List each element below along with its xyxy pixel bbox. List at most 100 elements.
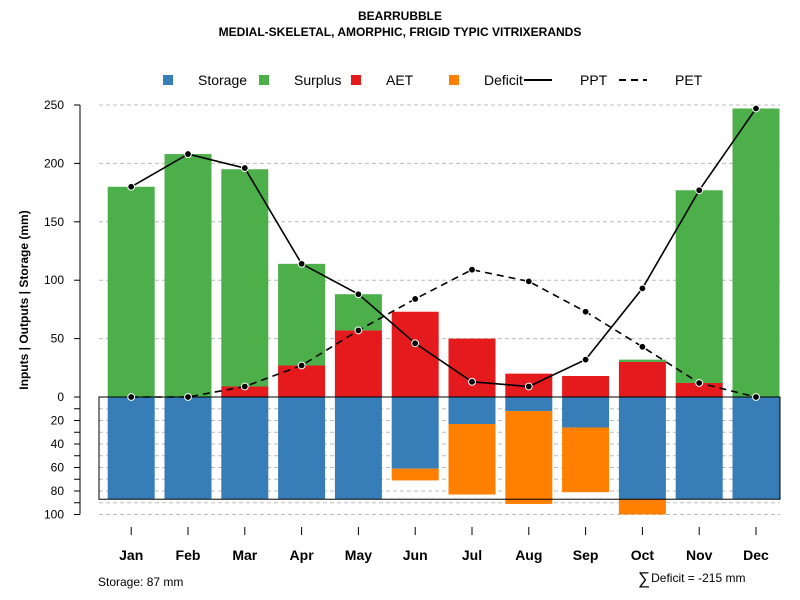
pet-point-jun: [411, 294, 420, 303]
deficit-total: Deficit = -215 mm: [651, 571, 746, 585]
y-tick-label-bottom-20: 20: [51, 414, 65, 428]
bar-storage-apr: [278, 397, 326, 500]
y-tick-label-top-100: 100: [44, 273, 64, 287]
ppt-point-jan: [127, 182, 136, 191]
bar-surplus-dec: [732, 108, 780, 397]
pet-line: [131, 268, 757, 398]
x-tick-label-sep: Sep: [573, 547, 599, 563]
bar-storage-oct: [618, 397, 666, 500]
bar-aet-jul: [448, 338, 496, 397]
x-tick-label-jul: Jul: [462, 547, 482, 563]
pet-point-oct: [638, 342, 647, 351]
legend-swatch-storage: [163, 75, 173, 85]
ppt-point-nov: [695, 186, 704, 195]
y-tick-label-top-0: 0: [57, 390, 64, 404]
bar-storage-may: [334, 397, 382, 500]
chart-subtitle: MEDIAL-SKELETAL, AMORPHIC, FRIGID TYPIC …: [218, 25, 582, 39]
ppt-point-may: [354, 290, 363, 299]
y-tick-label-top-50: 50: [51, 332, 65, 346]
y-tick-label-top-250: 250: [44, 98, 64, 112]
ppt-point-jul: [468, 377, 476, 386]
bar-surplus-may: [334, 294, 382, 331]
y-axis-label: Inputs | Outputs | Storage (mm): [17, 210, 31, 389]
bar-storage-sep: [562, 397, 610, 428]
legend: Storage Surplus AET Deficit PPT PET: [163, 72, 703, 88]
legend-swatch-deficit: [449, 75, 459, 85]
pet-point-sep: [581, 307, 590, 316]
y-tick-label-top-200: 200: [44, 156, 64, 170]
bar-deficit-aug: [505, 411, 553, 504]
legend-label-pet: PET: [675, 72, 703, 88]
ppt-point-jun: [411, 339, 420, 348]
sum-symbol: ∑: [638, 569, 651, 588]
bar-deficit-jun: [391, 468, 439, 481]
ppt-point-sep: [581, 355, 590, 364]
legend-label-storage: Storage: [198, 72, 247, 88]
bar-storage-nov: [675, 397, 723, 500]
bar-aet-sep: [562, 375, 610, 397]
bar-storage-mar: [221, 397, 269, 500]
pet-point-jan: [127, 393, 136, 401]
legend-label-surplus: Surplus: [294, 72, 341, 88]
ppt-point-oct: [638, 284, 647, 293]
x-tick-label-dec: Dec: [743, 547, 769, 563]
pet-point-jul: [468, 265, 476, 274]
storage-footer: Storage: 87 mm: [98, 575, 184, 589]
pet-point-apr: [297, 361, 306, 370]
bars: [107, 108, 780, 515]
pet-point-may: [354, 326, 363, 335]
legend-label-aet: AET: [386, 72, 414, 88]
axes: 0 50 100 150 200 250 20 40 60 80 100 Jan Feb Mar Apr Ma…: [44, 98, 769, 563]
bar-surplus-jan: [107, 186, 155, 397]
x-tick-label-feb: Feb: [176, 547, 201, 563]
legend-label-deficit: Deficit: [484, 72, 523, 88]
bar-surplus-apr: [278, 263, 326, 366]
x-tick-label-oct: Oct: [631, 547, 655, 563]
bar-storage-dec: [732, 397, 780, 500]
legend-label-ppt: PPT: [580, 72, 608, 88]
bar-aet-oct: [618, 361, 666, 397]
bar-storage-jul: [448, 397, 496, 425]
bar-deficit-oct: [618, 499, 666, 515]
x-tick-label-jun: Jun: [403, 547, 428, 563]
bar-aet-mar: [221, 386, 269, 397]
bar-storage-jan: [107, 397, 155, 500]
ppt-point-aug: [524, 382, 533, 391]
gridlines: [99, 104, 780, 515]
pet-point-nov: [695, 379, 704, 387]
pet-point-mar: [240, 382, 249, 391]
lines: [98, 104, 781, 500]
bar-surplus-mar: [221, 169, 269, 387]
bar-surplus-oct: [618, 359, 666, 362]
bar-aet-may: [334, 330, 382, 397]
ppt-point-apr: [297, 259, 306, 268]
x-tick-label-aug: Aug: [515, 547, 542, 563]
x-tick-label-jan: Jan: [119, 547, 143, 563]
y-tick-label-bottom-40: 40: [51, 437, 65, 451]
bar-surplus-feb: [164, 154, 212, 397]
y-tick-label-top-150: 150: [44, 215, 64, 229]
bar-storage-jun: [391, 397, 439, 469]
storage-capacity-outline: [98, 396, 781, 500]
ppt-point-dec: [752, 104, 760, 113]
x-tick-label-may: May: [345, 547, 372, 563]
bar-aet-apr: [278, 365, 326, 397]
y-tick-label-bottom-80: 80: [51, 484, 65, 498]
x-tick-label-nov: Nov: [686, 547, 713, 563]
y-tick-label-bottom-60: 60: [51, 461, 65, 475]
bar-surplus-nov: [675, 190, 723, 383]
bar-storage-feb: [164, 397, 212, 500]
bar-deficit-jul: [448, 424, 496, 495]
x-tick-label-apr: Apr: [290, 547, 315, 563]
legend-swatch-surplus: [259, 75, 269, 85]
pet-point-dec: [752, 393, 760, 401]
ppt-line: [130, 108, 757, 388]
x-tick-label-mar: Mar: [232, 547, 257, 563]
legend-swatch-aet: [351, 75, 361, 85]
bar-deficit-sep: [562, 427, 610, 493]
y-tick-label-bottom-100: 100: [44, 508, 64, 522]
pet-point-aug: [524, 277, 533, 286]
deficit-footer: ∑Deficit = -215 mm: [638, 569, 745, 589]
chart-title: BEARRUBBLE: [358, 9, 442, 23]
